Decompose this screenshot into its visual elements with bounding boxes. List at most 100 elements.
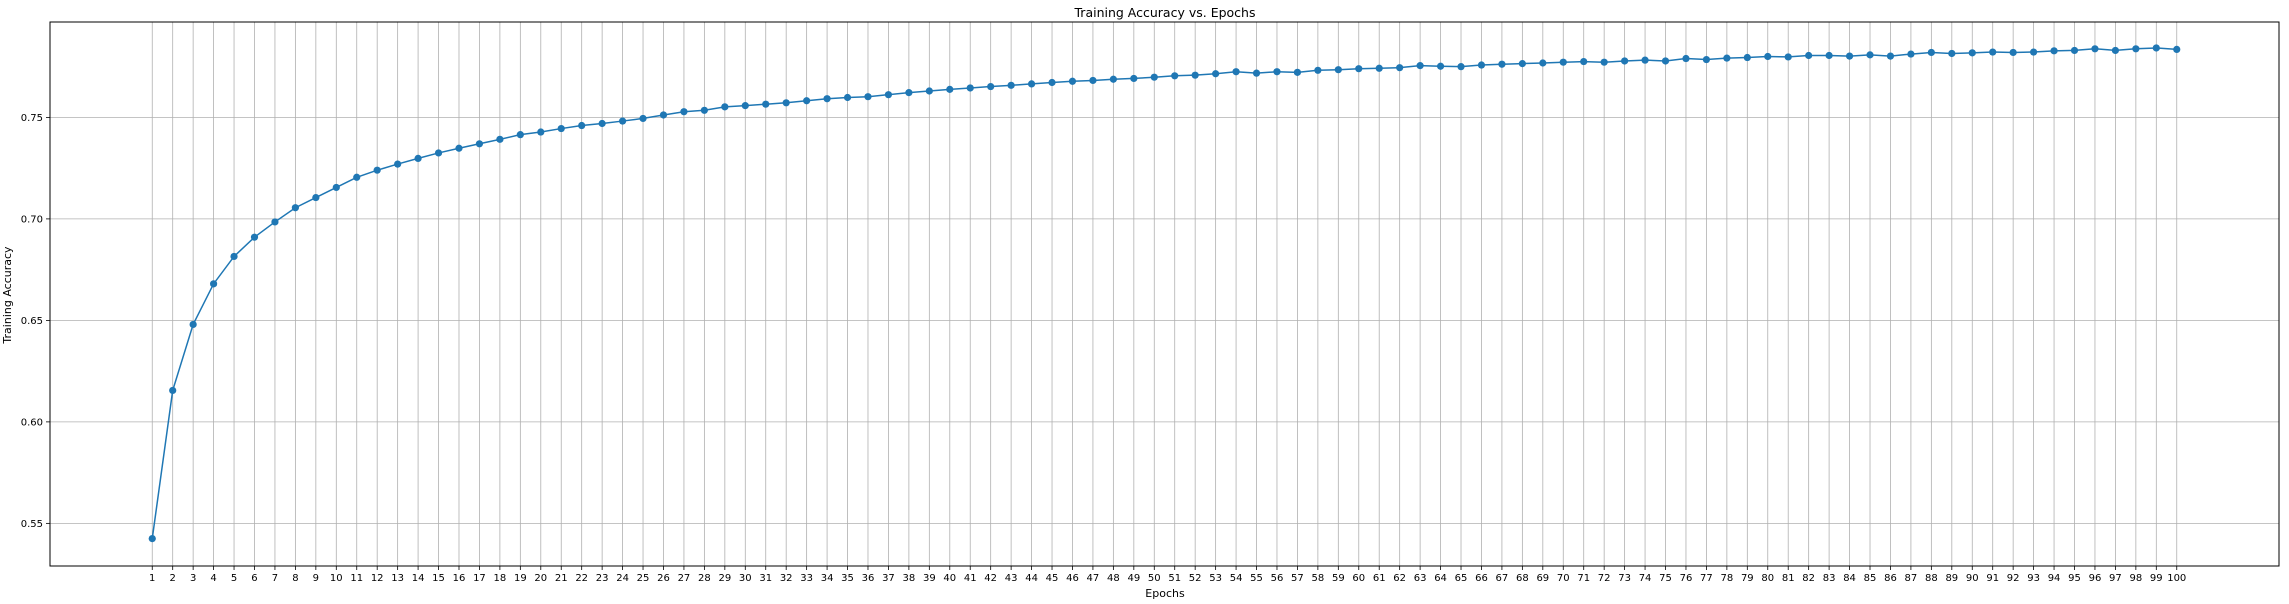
data-point xyxy=(659,111,668,119)
data-point xyxy=(1784,53,1792,61)
x-tick-label: 52 xyxy=(1189,573,1202,584)
x-tick-label: 99 xyxy=(2150,573,2163,584)
x-tick-label: 2 xyxy=(170,573,176,584)
x-tick-label: 69 xyxy=(1536,573,1549,584)
data-point xyxy=(291,204,299,212)
x-tick-label: 21 xyxy=(555,573,568,584)
x-tick-label: 88 xyxy=(1925,573,1938,584)
x-tick-label: 5 xyxy=(231,573,237,584)
data-point xyxy=(394,160,402,168)
data-point xyxy=(1886,52,1895,60)
x-tick-label: 13 xyxy=(391,573,404,584)
data-point xyxy=(987,82,995,91)
x-tick-label: 23 xyxy=(596,573,609,584)
x-tick-label: 63 xyxy=(1414,573,1427,584)
x-tick-label: 10 xyxy=(330,573,343,584)
data-point xyxy=(1682,54,1690,63)
data-point xyxy=(230,252,238,261)
x-tick-label: 7 xyxy=(272,573,278,584)
x-tick-label: 51 xyxy=(1168,573,1181,584)
data-point xyxy=(680,108,688,116)
y-axis: 0.55 0.60 0.65 0.70 0.75 xyxy=(21,113,50,530)
data-point xyxy=(864,93,872,101)
data-point xyxy=(1314,66,1322,74)
data-point xyxy=(2132,45,2140,53)
x-tick-label: 66 xyxy=(1475,573,1488,584)
x-tick-label: 85 xyxy=(1864,573,1877,584)
x-tick-label: 89 xyxy=(1945,573,1958,584)
data-point xyxy=(843,93,852,102)
plot-frame xyxy=(49,21,2280,567)
data-point xyxy=(1252,69,1261,77)
x-tick-label: 80 xyxy=(1761,573,1774,584)
data-point xyxy=(148,534,156,543)
x-tick-label: 19 xyxy=(514,573,527,584)
data-point xyxy=(578,121,586,130)
x-tick-label: 20 xyxy=(534,573,547,584)
data-point xyxy=(250,233,259,241)
x-tick-label: 36 xyxy=(862,573,875,584)
y-axis-label: Training Accuracy xyxy=(1,246,14,345)
x-tick-label: 14 xyxy=(412,573,425,584)
data-point xyxy=(1436,62,1445,70)
data-point xyxy=(2152,44,2160,52)
x-tick-label: 25 xyxy=(637,573,650,584)
data-point xyxy=(721,103,729,111)
data-point xyxy=(598,119,606,128)
x-tick-label: 18 xyxy=(494,573,507,584)
data-point xyxy=(1968,49,1976,57)
y-tick-label: 0.75 xyxy=(21,113,43,124)
data-point xyxy=(618,117,627,125)
data-point xyxy=(1927,48,1935,57)
data-point xyxy=(1661,57,1670,65)
x-tick-label: 70 xyxy=(1557,573,1570,584)
data-point xyxy=(1723,54,1731,62)
x-tick-label: 75 xyxy=(1659,573,1672,584)
data-point xyxy=(312,193,320,202)
x-tick-label: 43 xyxy=(1005,573,1018,584)
x-tick-label: 54 xyxy=(1230,573,1243,584)
x-tick-label: 50 xyxy=(1148,573,1161,584)
x-tick-label: 87 xyxy=(1905,573,1918,584)
x-tick-label: 55 xyxy=(1250,573,1263,584)
x-tick-label: 4 xyxy=(210,573,216,584)
x-tick-label: 48 xyxy=(1107,573,1120,584)
data-point xyxy=(1805,51,1813,60)
x-tick-label: 97 xyxy=(2109,573,2122,584)
data-point xyxy=(1641,56,1649,64)
x-tick-label: 86 xyxy=(1884,573,1897,584)
x-tick-label: 90 xyxy=(1966,573,1979,584)
data-point xyxy=(1845,52,1854,60)
x-tick-label: 46 xyxy=(1066,573,1079,584)
x-tick-label: 9 xyxy=(313,573,319,584)
data-point xyxy=(1498,60,1506,68)
data-point xyxy=(1273,68,1281,76)
x-tick-label: 94 xyxy=(2048,573,2061,584)
x-tick-label: 64 xyxy=(1434,573,1447,584)
x-tick-label: 72 xyxy=(1598,573,1611,584)
x-tick-label: 62 xyxy=(1393,573,1406,584)
data-point xyxy=(2009,48,2017,57)
x-tick-label: 53 xyxy=(1209,573,1222,584)
x-tick-label: 32 xyxy=(780,573,793,584)
data-point xyxy=(1457,63,1465,71)
data-point xyxy=(1232,68,1240,76)
x-tick-label: 95 xyxy=(2068,573,2081,584)
data-point xyxy=(1948,49,1956,58)
data-point xyxy=(1416,62,1424,70)
data-points xyxy=(148,44,2181,543)
data-point xyxy=(1825,51,1833,60)
data-point xyxy=(1007,81,1015,89)
data-point xyxy=(1866,51,1874,59)
data-point xyxy=(1334,66,1342,74)
data-point xyxy=(1559,58,1567,66)
x-tick-label: 40 xyxy=(943,573,956,584)
data-point xyxy=(1191,71,1199,79)
x-tick-label: 67 xyxy=(1496,573,1509,584)
x-tick-label: 28 xyxy=(698,573,711,584)
x-tick-label: 29 xyxy=(718,573,731,584)
data-point xyxy=(209,280,218,288)
x-tick-label: 92 xyxy=(2007,573,2020,584)
x-tick-label: 84 xyxy=(1843,573,1856,584)
